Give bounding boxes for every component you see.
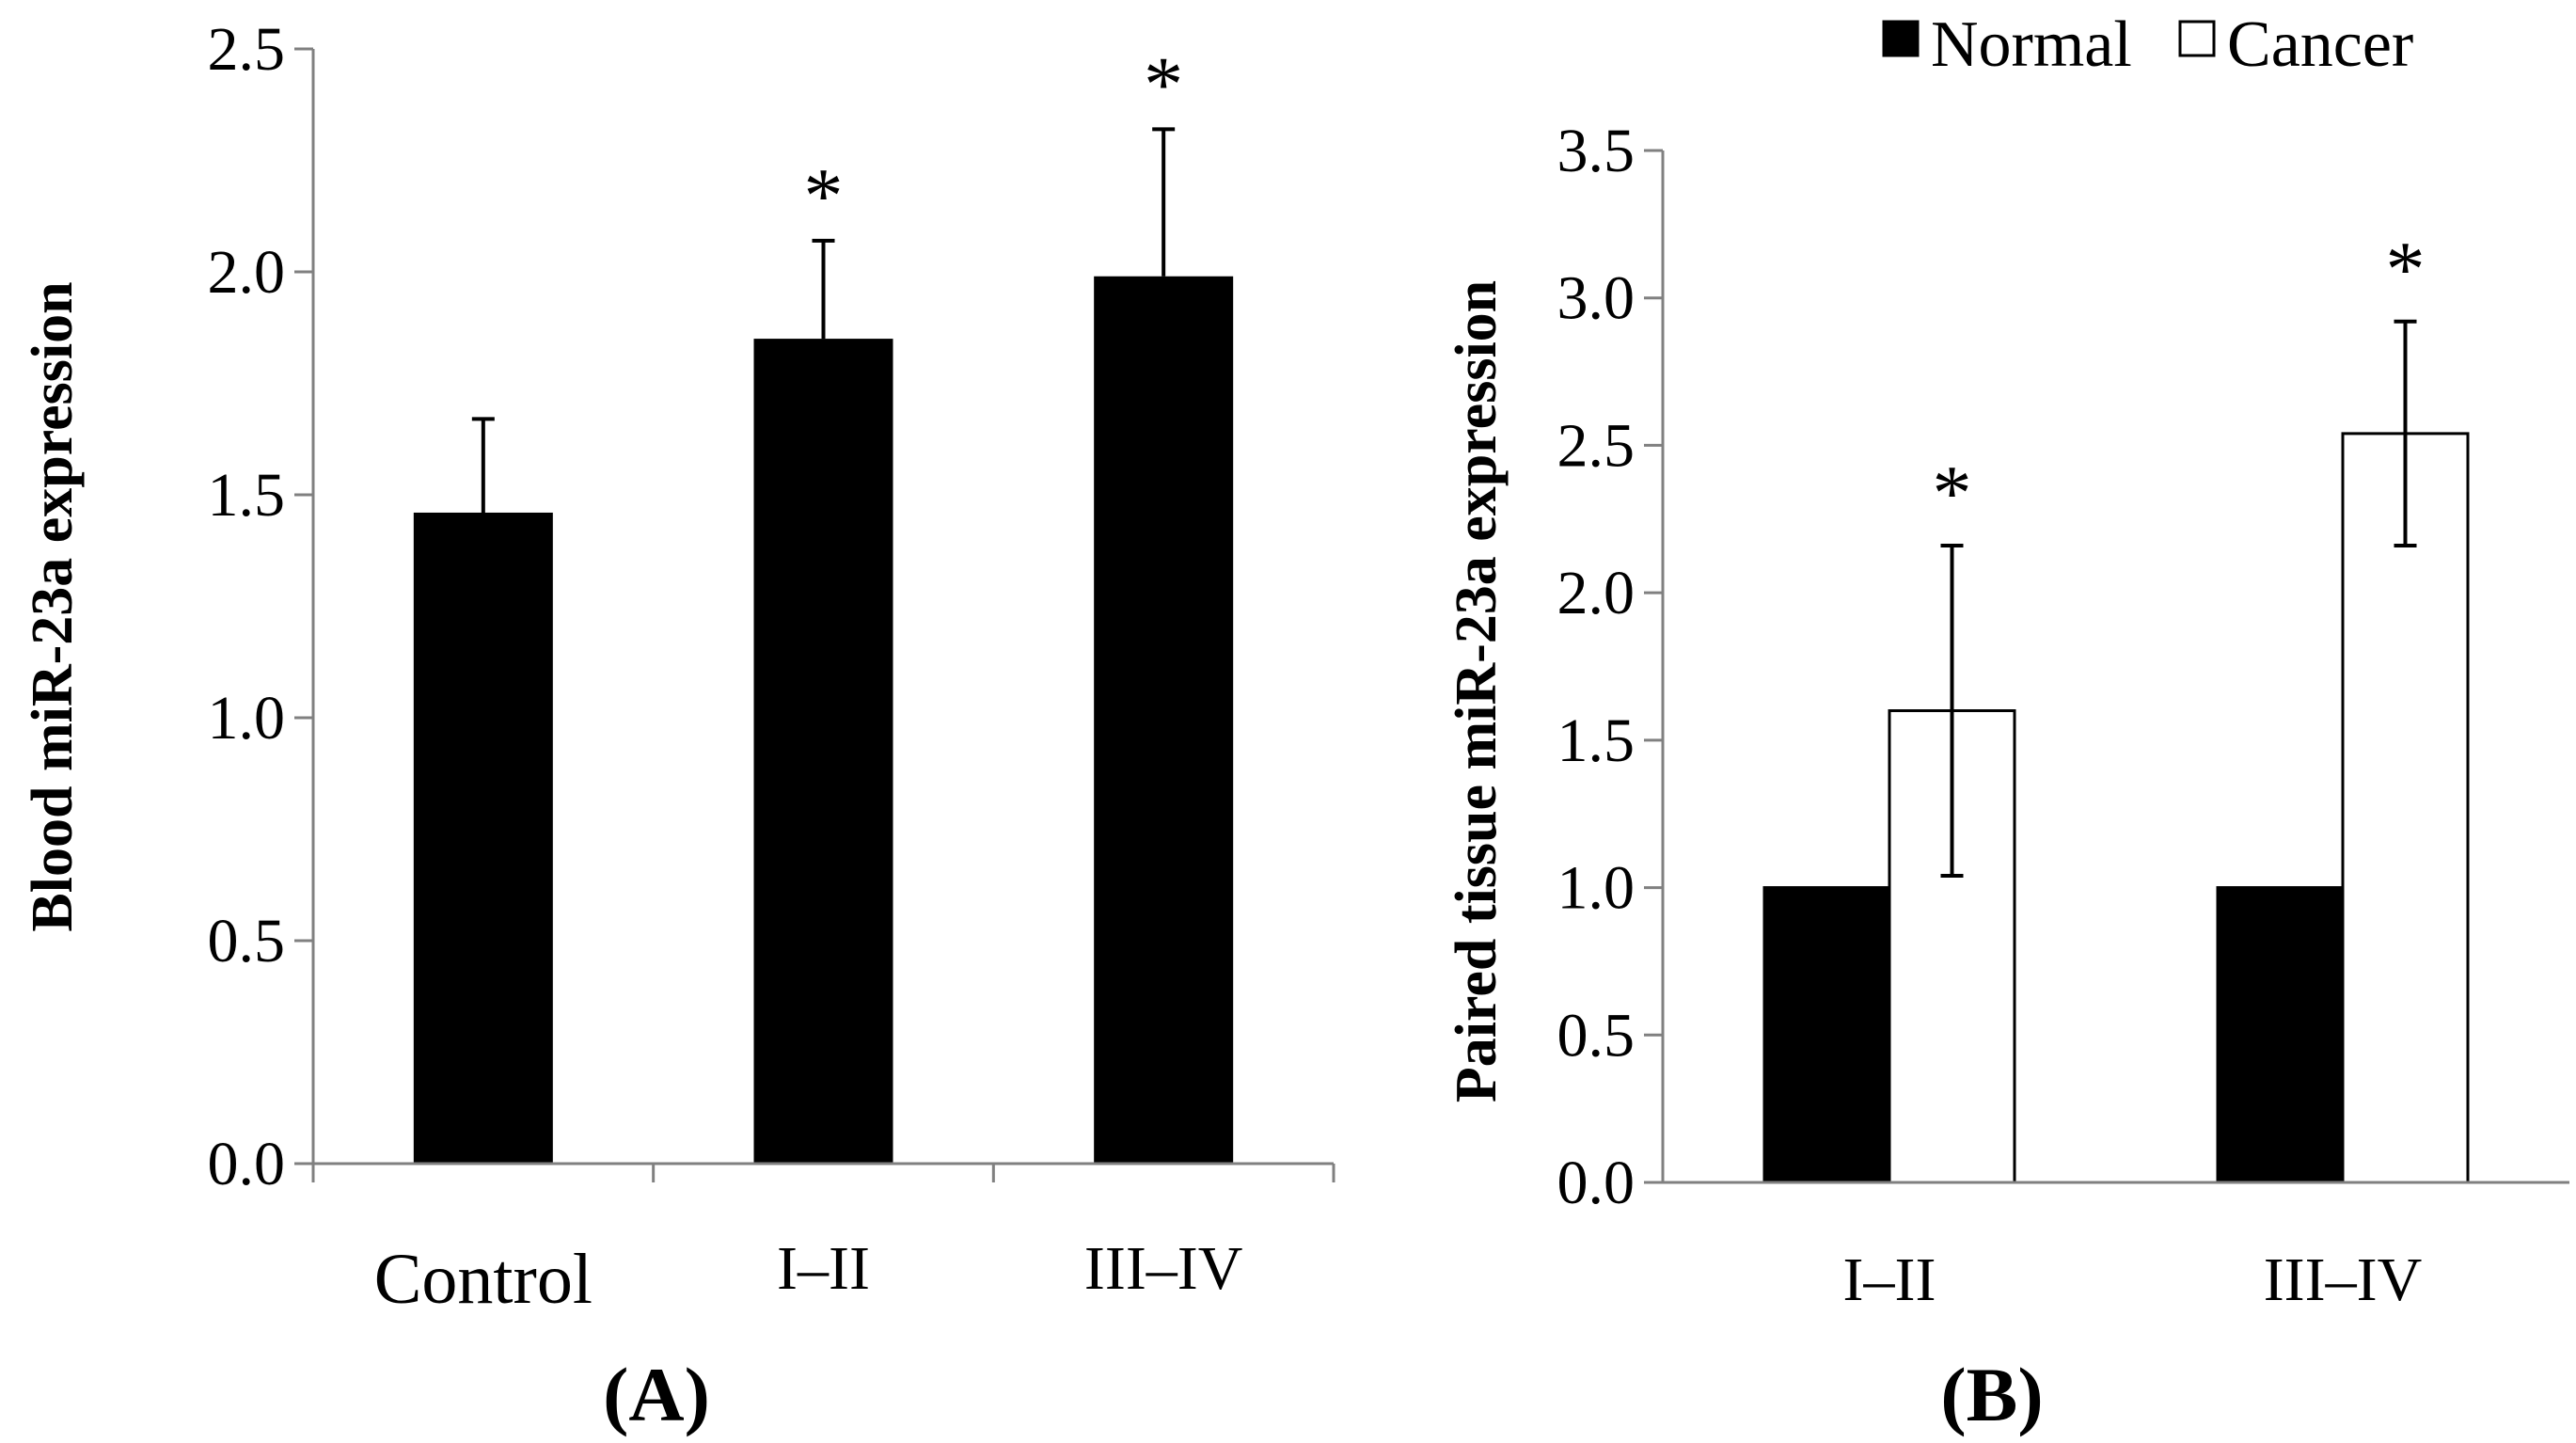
- b-bar-cancer-2: [2341, 432, 2470, 1184]
- legend-label-cancer: Cancer: [2227, 8, 2413, 81]
- a-category-label: III–IV: [1084, 1234, 1243, 1303]
- a-y-tick-label: 0.0: [208, 1130, 286, 1198]
- b-y-tick-label: 3.5: [1557, 117, 1636, 185]
- b-significance-star: *: [1933, 450, 1972, 537]
- b-significance-star: *: [2386, 226, 2426, 313]
- legend: Normal Cancer: [1882, 8, 2413, 81]
- b-bar-normal-2: [2216, 886, 2345, 1184]
- panel-b-chart: 0.0 0.5 1.0 1.5 2.0 2.5 3.0 3.5 * * I–II III–IV P…: [1445, 8, 2569, 1437]
- panel-a-label: (A): [603, 1352, 710, 1437]
- a-category-label: I–II: [777, 1234, 870, 1303]
- panel-a-y-axis-title: Blood miR-23a expression: [21, 281, 85, 931]
- a-bar-3: [1094, 276, 1234, 1164]
- a-y-tick-label: 0.5: [208, 907, 286, 975]
- a-significance-star: *: [1144, 40, 1183, 128]
- b-y-tick-label: 2.5: [1557, 411, 1636, 480]
- a-significance-star: *: [804, 152, 844, 240]
- b-category-label: III–IV: [2264, 1245, 2423, 1314]
- b-y-tick-label: 3.0: [1557, 264, 1636, 333]
- legend-swatch-normal: [1882, 20, 1920, 57]
- b-y-tick-label: 0.0: [1557, 1149, 1636, 1217]
- b-y-tick-label: 1.5: [1557, 706, 1636, 775]
- a-category-label: Control: [374, 1240, 593, 1319]
- a-bar-1: [413, 512, 553, 1164]
- a-y-tick-label: 1.5: [208, 461, 286, 530]
- panel-b-y-axis-title: Paired tissue miR-23a expression: [1445, 280, 1509, 1102]
- a-y-tick-label: 2.5: [208, 15, 286, 84]
- a-y-tick-label: 2.0: [208, 238, 286, 307]
- panel-b-label: (B): [1940, 1352, 2043, 1437]
- panel-a-chart: 0.00.51.01.52.02.5 ** Control I–II III–IV …: [21, 15, 1335, 1437]
- b-y-tick-label: 2.0: [1557, 559, 1636, 627]
- legend-label-normal: Normal: [1931, 8, 2132, 81]
- a-bar-2: [753, 339, 893, 1165]
- b-y-tick-label: 0.5: [1557, 1001, 1636, 1070]
- legend-swatch-cancer: [2178, 20, 2216, 57]
- b-category-label: I–II: [1843, 1245, 1936, 1314]
- a-y-tick-label: 1.0: [208, 684, 286, 753]
- b-y-tick-label: 1.0: [1557, 854, 1636, 923]
- b-bar-normal-1: [1762, 886, 1891, 1184]
